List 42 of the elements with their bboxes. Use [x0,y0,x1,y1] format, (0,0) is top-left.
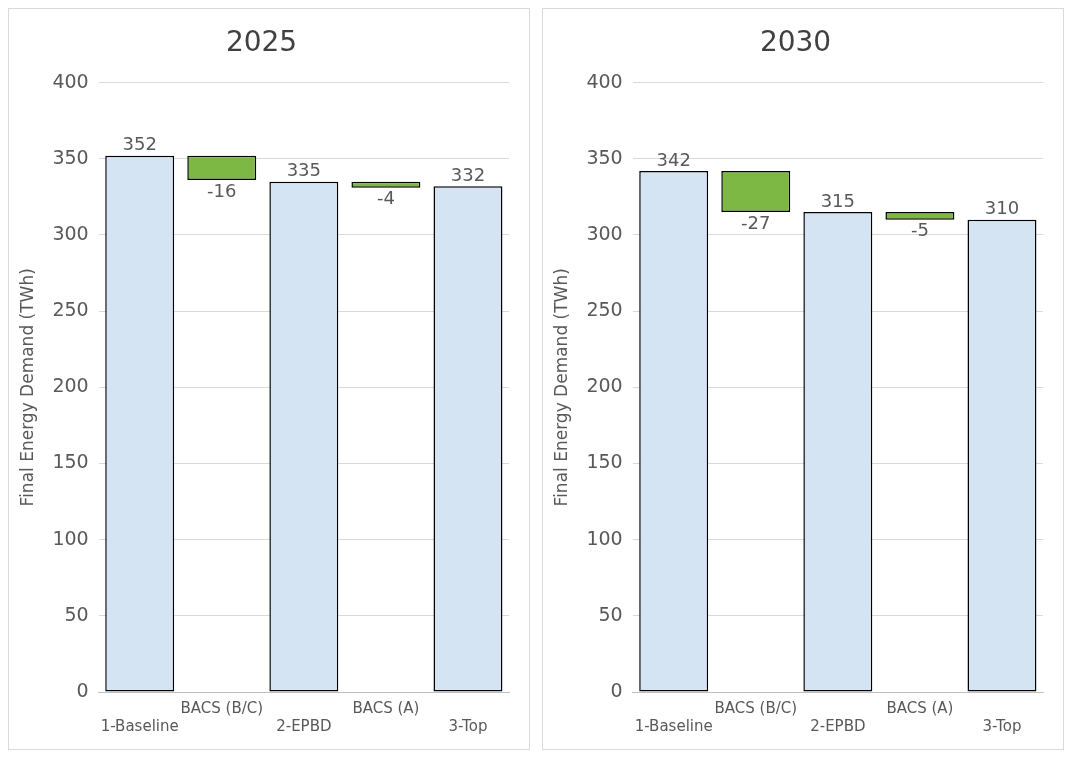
y-axis-title: Final Energy Demand (TWh) [550,268,571,507]
x-tick-label: 2-EPBD [276,716,332,735]
y-tick-label: 200 [52,374,89,397]
x-tick-label: BACS (A) [886,698,954,717]
chart-title: 2025 [225,25,298,59]
y-tick-label: 400 [586,69,623,92]
x-tick-label: BACS (B/C) [180,698,264,717]
data-label: 315 [820,189,856,211]
data-label: -5 [910,219,929,241]
y-axis-title: Final Energy Demand (TWh) [16,268,37,507]
y-tick-label: 300 [52,221,89,244]
y-tick-label: 150 [52,450,89,473]
y-tick-label: 50 [598,602,623,625]
y-tick-label: 200 [586,374,623,397]
data-label: -4 [376,187,395,209]
data-label: 332 [450,163,486,185]
data-label: -27 [741,211,771,233]
data-label: -16 [207,179,237,201]
y-tick-label: 350 [52,145,89,168]
x-tick-label: 3-Top [982,716,1022,735]
data-label: 352 [122,133,157,155]
y-tick-label: 400 [52,69,89,92]
data-label: 310 [984,197,1020,219]
y-tick-label: 0 [76,678,89,701]
chart-title: 2030 [759,25,832,59]
y-tick-label: 350 [586,145,623,168]
y-tick-label: 100 [52,526,89,549]
y-tick-label: 250 [586,298,623,321]
y-tick-label: 300 [586,221,623,244]
x-tick-label: 2-EPBD [810,716,866,735]
x-tick-label: 1-Baseline [100,716,179,735]
x-tick-label: BACS (B/C) [714,698,798,717]
x-tick-label: BACS (A) [352,698,420,717]
x-tick-label: 1-Baseline [634,716,713,735]
data-label: 342 [656,148,691,170]
y-tick-label: 0 [610,678,623,701]
y-tick-label: 250 [52,298,89,321]
data-label: 335 [286,159,322,181]
x-tick-label: 3-Top [448,716,488,735]
y-tick-label: 150 [586,450,623,473]
y-tick-label: 50 [64,602,89,625]
y-tick-label: 100 [586,526,623,549]
